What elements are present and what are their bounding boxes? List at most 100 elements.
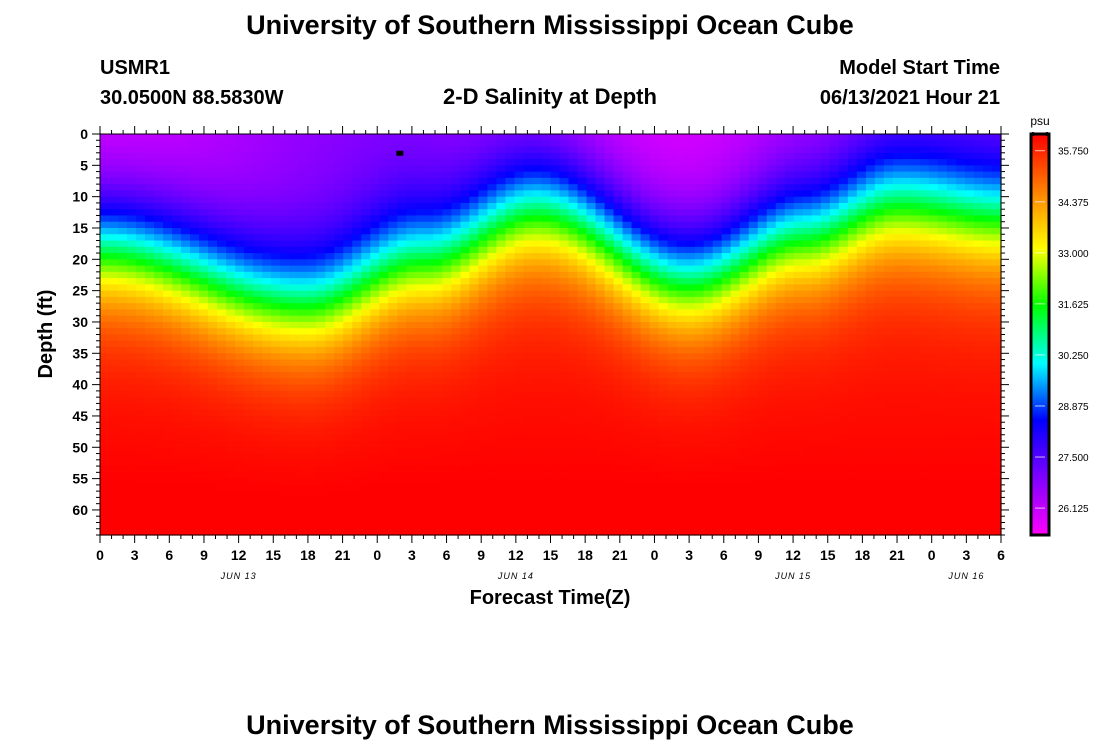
- heatmap-cell: [532, 215, 543, 223]
- heatmap-cell: [649, 347, 660, 354]
- heatmap-cell: [433, 422, 443, 430]
- heatmap-cell: [496, 253, 507, 260]
- heatmap-cell: [478, 184, 489, 191]
- heatmap-cell: [370, 472, 380, 480]
- heatmap-cell: [451, 334, 461, 342]
- heatmap-cell: [685, 491, 696, 499]
- heatmap-cell: [100, 372, 110, 379]
- heatmap-cell: [523, 296, 534, 304]
- heatmap-cell: [703, 409, 714, 417]
- heatmap-cell: [577, 403, 588, 411]
- heatmap-cell: [271, 140, 281, 148]
- heatmap-cell: [676, 478, 687, 486]
- heatmap-cell: [289, 165, 299, 173]
- heatmap-cell: [541, 315, 552, 323]
- heatmap-cell: [613, 365, 624, 373]
- heatmap-cell: [793, 146, 804, 154]
- heatmap-cell: [217, 347, 227, 354]
- heatmap-cell: [622, 365, 633, 373]
- heatmap-cell: [577, 221, 588, 229]
- heatmap-cell: [406, 240, 416, 248]
- heatmap-cell: [460, 516, 471, 524]
- heatmap-cell: [388, 165, 398, 173]
- heatmap-cell: [136, 353, 146, 361]
- heatmap-cell: [424, 140, 434, 148]
- heatmap-cell: [514, 159, 525, 166]
- heatmap-cell: [577, 278, 588, 285]
- heatmap-cell: [118, 159, 128, 166]
- heatmap-cell: [559, 441, 570, 448]
- heatmap-cell: [316, 497, 326, 505]
- heatmap-cell: [640, 240, 651, 248]
- heatmap-cell: [595, 146, 606, 154]
- heatmap-cell: [784, 321, 795, 329]
- heatmap-cell: [181, 434, 191, 442]
- heatmap-cell: [532, 309, 543, 317]
- heatmap-cell: [271, 146, 281, 154]
- heatmap-cell: [199, 497, 209, 505]
- heatmap-cell: [379, 159, 389, 166]
- heatmap-cell: [244, 347, 254, 354]
- heatmap-cell: [559, 202, 570, 210]
- heatmap-cell: [154, 215, 164, 223]
- heatmap-cell: [487, 353, 498, 361]
- heatmap-cell: [424, 240, 434, 248]
- heatmap-cell: [793, 303, 804, 311]
- heatmap-cell: [568, 353, 579, 361]
- heatmap-cell: [757, 409, 768, 417]
- heatmap-cell: [721, 528, 732, 536]
- heatmap-cell: [496, 309, 507, 317]
- heatmap-cell: [757, 215, 768, 223]
- heatmap-cell: [442, 491, 452, 499]
- heatmap-cell: [541, 415, 552, 423]
- heatmap-cell: [712, 491, 723, 499]
- heatmap-cell: [469, 309, 480, 317]
- heatmap-cell: [487, 215, 498, 223]
- heatmap-cell: [100, 441, 110, 448]
- heatmap-cell: [460, 140, 471, 148]
- heatmap-cell: [793, 441, 804, 448]
- heatmap-cell: [361, 459, 371, 467]
- heatmap-cell: [136, 234, 146, 242]
- heatmap-cell: [208, 478, 218, 486]
- heatmap-cell: [352, 347, 362, 354]
- heatmap-cell: [145, 353, 155, 361]
- heatmap-cell: [541, 447, 552, 455]
- heatmap-cell: [352, 409, 362, 417]
- heatmap-cell: [550, 265, 561, 273]
- heatmap-cell: [496, 503, 507, 511]
- heatmap-cell: [388, 466, 398, 473]
- heatmap-cell: [613, 134, 624, 141]
- heatmap-cell: [514, 177, 525, 185]
- heatmap-cell: [172, 209, 182, 217]
- heatmap-cell: [226, 190, 236, 198]
- heatmap-cell: [316, 516, 326, 524]
- heatmap-cell: [766, 202, 777, 210]
- heatmap-cell: [262, 309, 272, 317]
- heatmap-cell: [280, 209, 290, 217]
- heatmap-cell: [460, 227, 471, 235]
- heatmap-cell: [208, 434, 218, 442]
- heatmap-cell: [190, 359, 200, 367]
- heatmap-cell: [694, 522, 705, 530]
- heatmap-cell: [685, 328, 696, 336]
- heatmap-cell: [334, 140, 344, 148]
- heatmap-cell: [109, 441, 119, 448]
- heatmap-cell: [361, 146, 371, 154]
- heatmap-cell: [100, 359, 110, 367]
- heatmap-cell: [541, 284, 552, 292]
- heatmap-cell: [487, 522, 498, 530]
- heatmap-cell: [118, 372, 128, 379]
- heatmap-cell: [271, 390, 281, 398]
- heatmap-cell: [613, 441, 624, 448]
- heatmap-cell: [118, 234, 128, 242]
- heatmap-cell: [433, 140, 443, 148]
- heatmap-cell: [406, 384, 416, 392]
- heatmap-cell: [532, 447, 543, 455]
- heatmap-cell: [685, 234, 696, 242]
- heatmap-cell: [577, 378, 588, 386]
- heatmap-cell: [532, 321, 543, 329]
- heatmap-cell: [181, 509, 191, 517]
- heatmap-cell: [208, 509, 218, 517]
- heatmap-cell: [451, 503, 461, 511]
